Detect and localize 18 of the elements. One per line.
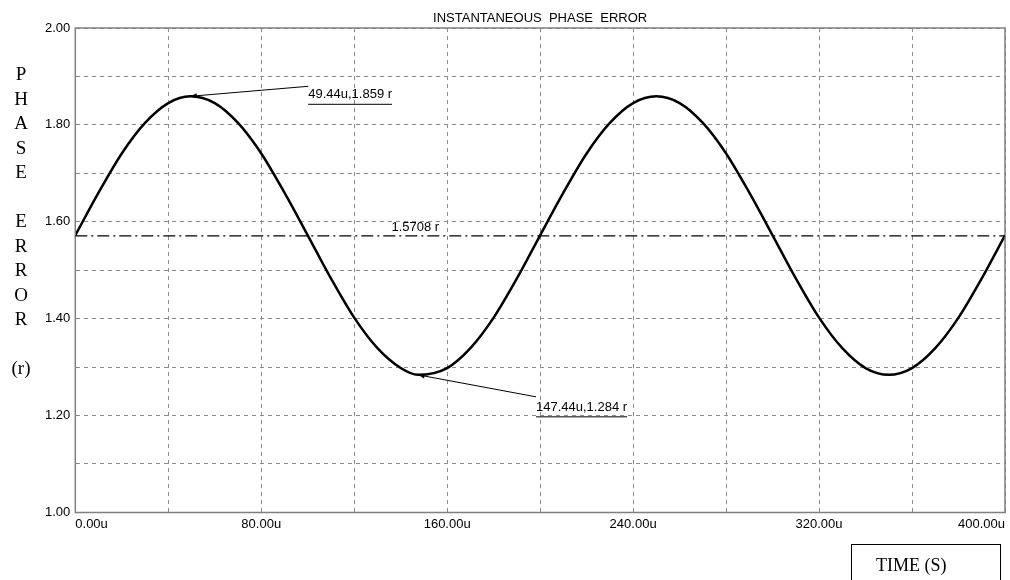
x-tick-label: 80.00u xyxy=(241,515,282,531)
y-tick-label: 1.00 xyxy=(44,503,71,519)
ref-line-label: 1.5708 r xyxy=(391,218,440,234)
chart-title: INSTANTANEOUS PHASE ERROR xyxy=(433,10,648,26)
annotation: 49.44u,1.859 r xyxy=(308,86,393,102)
text: PHASE ERROR (r) xyxy=(11,63,31,378)
y-tick-label: 2.00 xyxy=(44,19,71,35)
annotation: 147.44u,1.284 r xyxy=(535,398,628,414)
y-tick-label: 1.40 xyxy=(44,310,71,326)
x-axis-title: TIME (S) xyxy=(851,544,1001,580)
x-tick-label: 0.00u xyxy=(75,515,108,531)
y-tick-label: 1.80 xyxy=(44,116,71,132)
x-tick-label: 320.00u xyxy=(795,515,843,531)
x-tick-label: 400.00u xyxy=(958,515,1005,531)
x-tick-label: 240.00u xyxy=(609,515,657,531)
y-tick-label: 1.20 xyxy=(44,407,71,423)
x-tick-label: 160.00u xyxy=(423,515,471,531)
y-tick-label: 1.60 xyxy=(44,213,71,229)
